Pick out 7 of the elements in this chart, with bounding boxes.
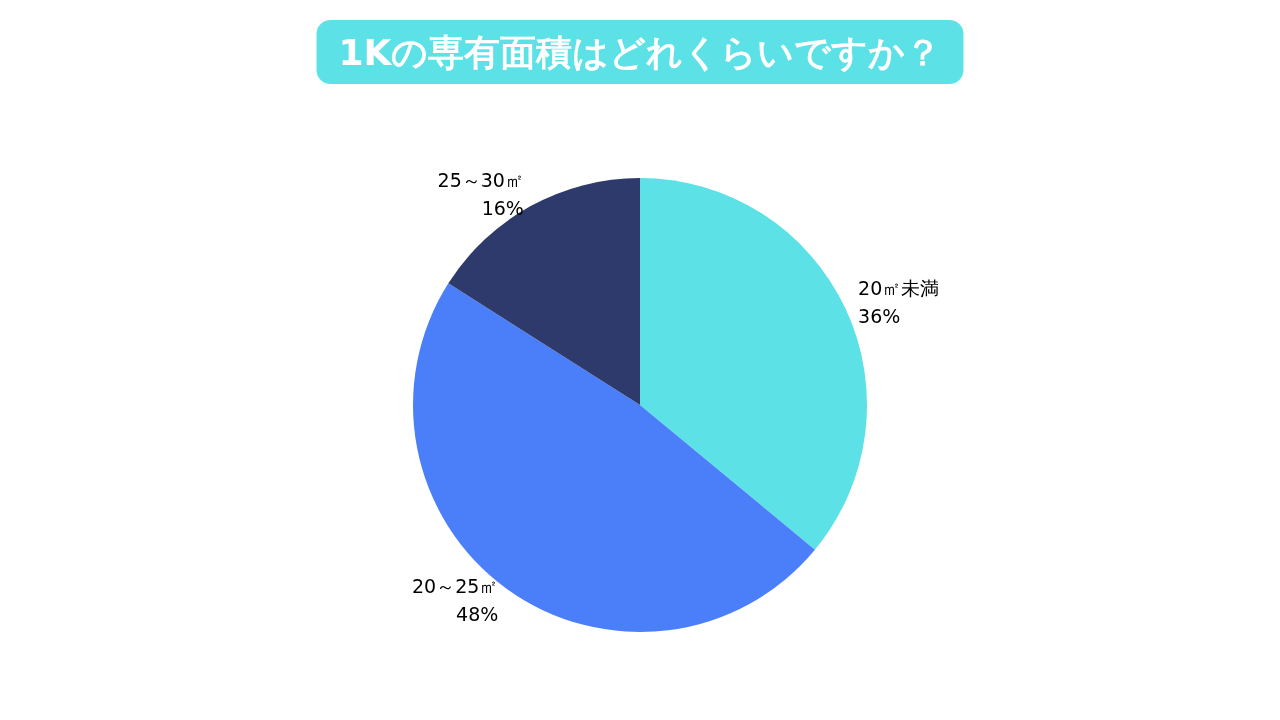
data-label: 48% — [456, 602, 499, 625]
chart-title: 1Kの専有面積はどれくらいですか？ — [338, 31, 942, 73]
slice-label: 25～30㎡ — [437, 168, 524, 191]
slice-label: 20～25㎡ — [411, 574, 499, 597]
data-label: 36% — [858, 305, 901, 328]
slice-label: 20㎡未満 — [858, 277, 940, 300]
data-label: 16% — [481, 196, 524, 219]
